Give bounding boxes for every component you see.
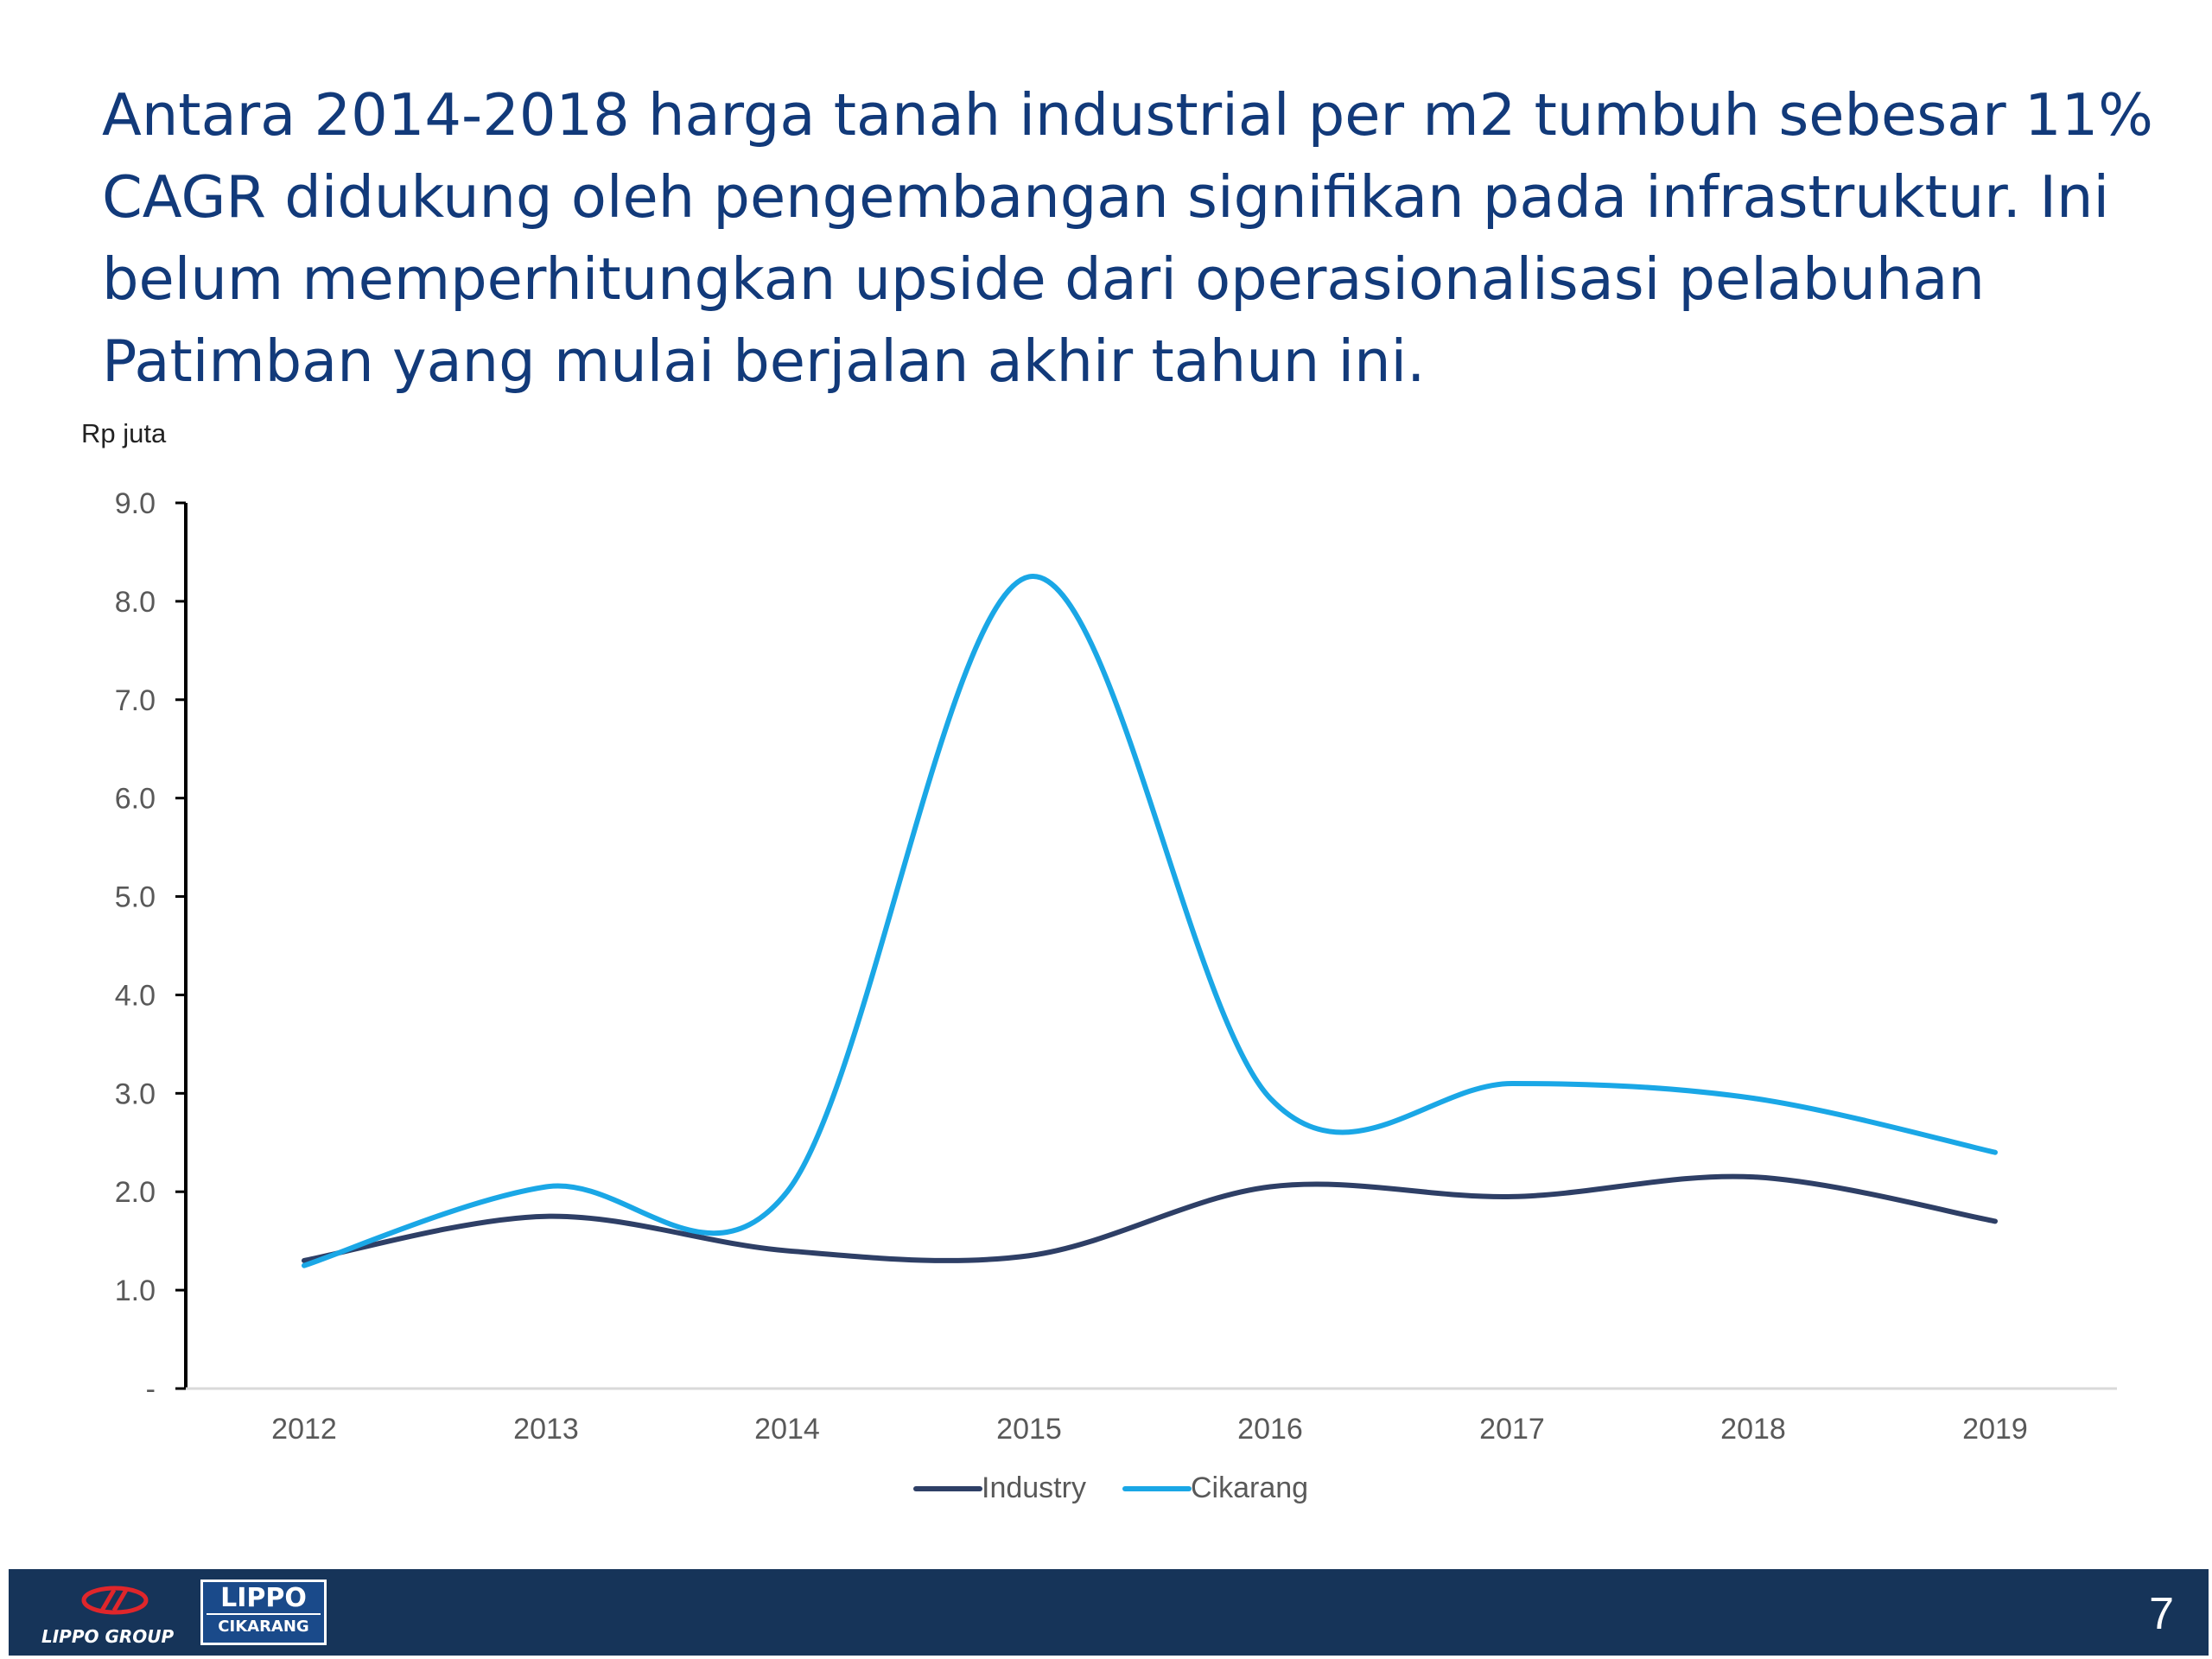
x-tick-label: 2019	[1962, 1413, 2028, 1446]
x-tick-label: 2018	[1720, 1413, 1786, 1446]
y-tick-label: 7.0	[115, 684, 156, 717]
y-tick-label: 5.0	[115, 881, 156, 914]
y-axis: - 1.0 2.0 3.0 4.0 5.0 6.0 7.0 8.0 9.0	[115, 487, 188, 1406]
y-tick-label: -	[146, 1373, 156, 1406]
x-axis: 2012 2013 2014 2015 2016 2017 2018 2019	[186, 1387, 2117, 1446]
y-tick-label: 4.0	[115, 979, 156, 1012]
legend-label-cikarang: Cikarang	[1191, 1471, 1308, 1504]
lippo-group-logo: LIPPO GROUP	[26, 1581, 190, 1647]
legend: Industry Cikarang	[913, 1471, 1308, 1504]
x-tick-label: 2015	[996, 1413, 1062, 1446]
line-chart: -1.02.03.04.05.06.07.08.09.0 2012 2013 201…	[115, 487, 2117, 1504]
y-tick-label: 1.0	[115, 1274, 156, 1307]
x-tick-label: 2013	[513, 1413, 579, 1446]
lippo-cikarang-logo-top: LIPPO	[220, 1583, 307, 1613]
lippo-group-logo-text: LIPPO GROUP	[41, 1626, 175, 1647]
x-tick-label: 2017	[1479, 1413, 1545, 1446]
page-number: 7	[2149, 1589, 2174, 1639]
series-lines	[302, 574, 1998, 1268]
lippo-cikarang-logo: LIPPO CIKARANG	[200, 1580, 327, 1645]
x-tick-label: 2012	[271, 1413, 337, 1446]
y-axis-unit-label: Rp juta	[81, 418, 167, 448]
slide-title: Antara 2014-2018 harga tanah industrial …	[102, 81, 2153, 395]
series-line-industry	[302, 1173, 1998, 1263]
footer-bar: LIPPO GROUP LIPPO CIKARANG 7	[9, 1569, 2209, 1656]
lippo-group-logo-mark-icon	[81, 1586, 149, 1615]
y-tick-label: 3.0	[115, 1077, 156, 1110]
y-tick-label: 6.0	[115, 783, 156, 816]
series-line-cikarang	[302, 574, 1998, 1268]
y-tick-label: 8.0	[115, 586, 156, 619]
y-tick-label: 2.0	[115, 1176, 156, 1209]
lippo-cikarang-logo-bottom: CIKARANG	[207, 1613, 321, 1639]
x-tick-label: 2016	[1237, 1413, 1303, 1446]
legend-label-industry: Industry	[982, 1471, 1086, 1504]
x-tick-label: 2014	[754, 1413, 820, 1446]
y-tick-label: 9.0	[115, 487, 156, 520]
